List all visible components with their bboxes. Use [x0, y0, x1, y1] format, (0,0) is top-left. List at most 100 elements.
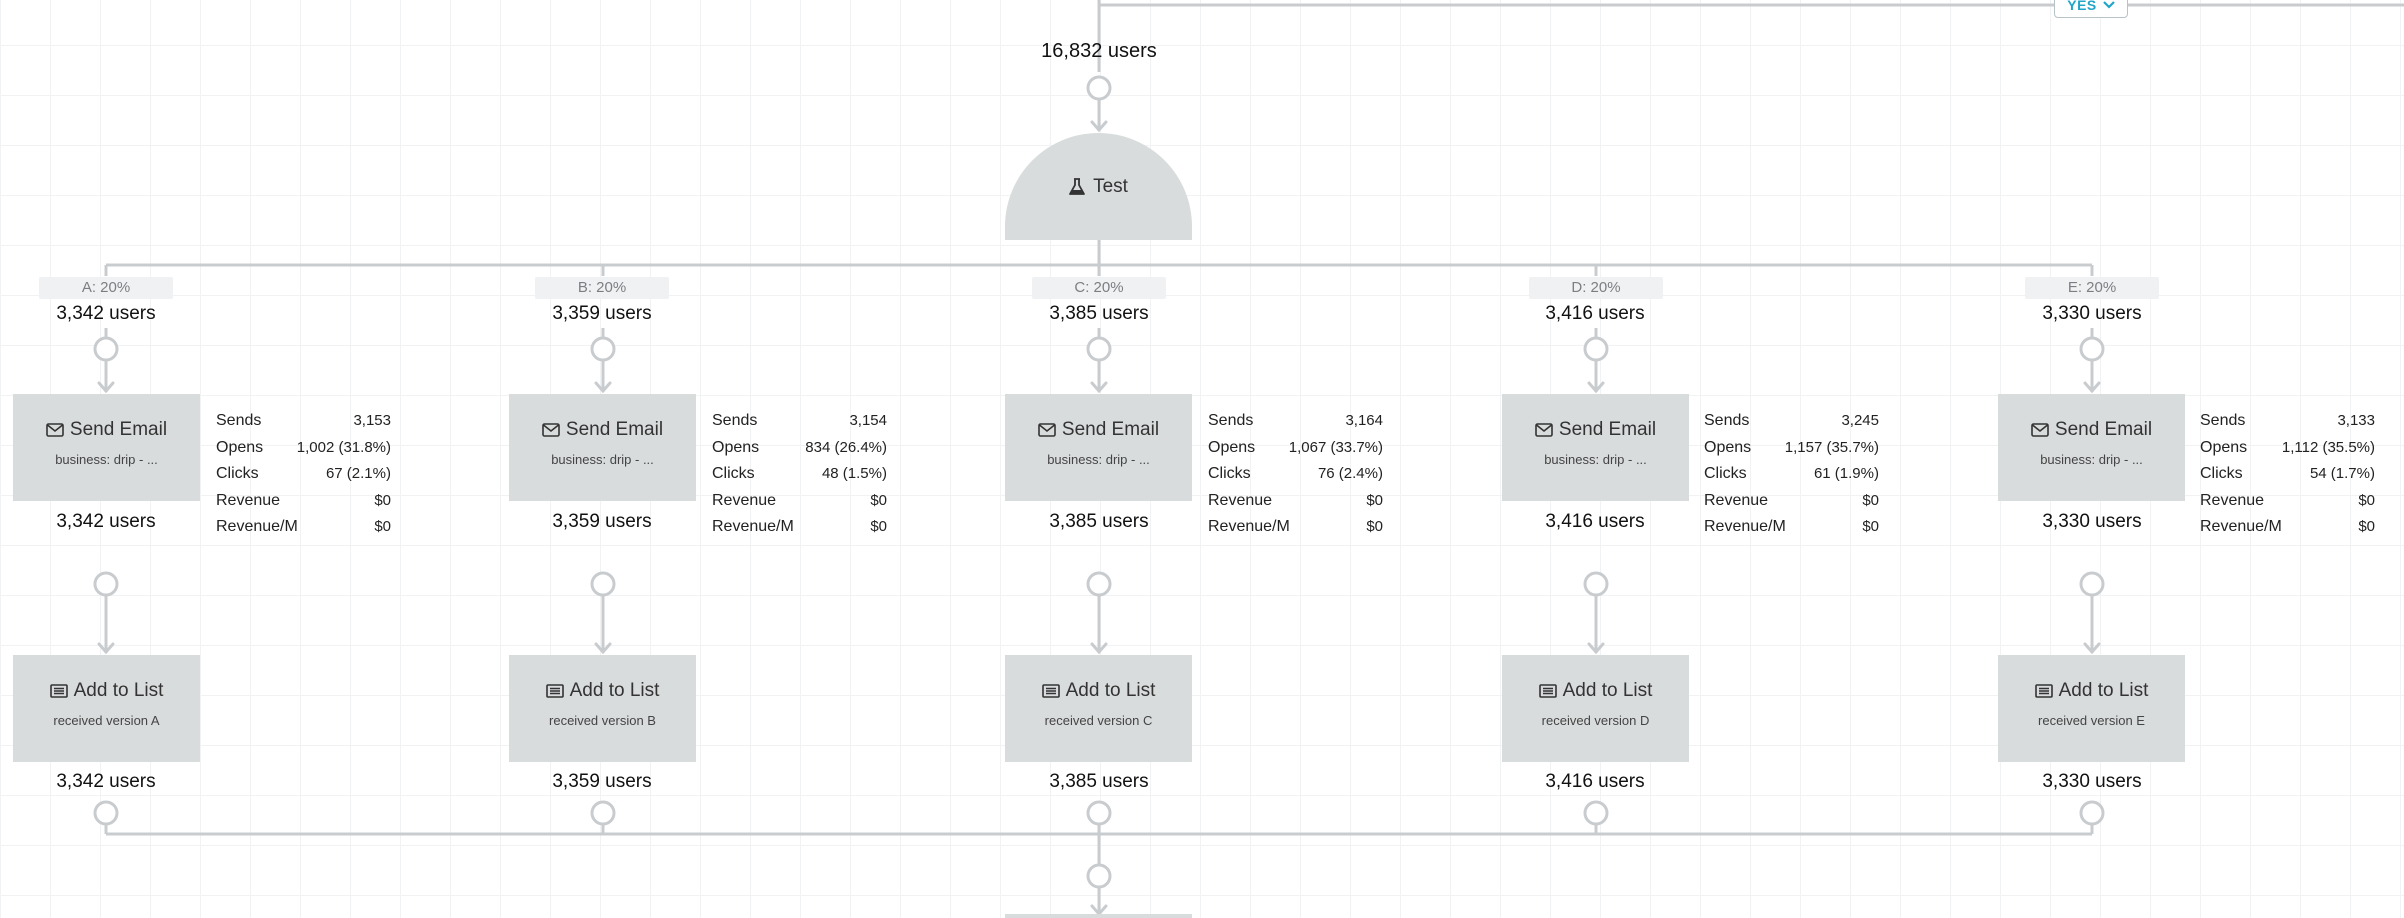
branch-tag[interactable]: D: 20% — [1529, 277, 1663, 299]
stat-value: 3,245 — [1841, 412, 1879, 429]
yes-label: YES — [2067, 0, 2097, 13]
email-out-port[interactable] — [1086, 571, 1112, 597]
branch-users-in: 3,359 users — [552, 303, 652, 324]
add-to-list-node[interactable]: Add to List received version E — [1998, 655, 2185, 762]
send-email-subtitle: business: drip - ... — [55, 452, 158, 467]
list-out-port[interactable] — [590, 800, 616, 826]
list-icon — [2034, 684, 2053, 698]
add-to-list-node[interactable]: Add to List received version A — [13, 655, 200, 762]
stat-label: Revenue/M — [1704, 518, 1786, 535]
stat-label: Sends — [712, 412, 758, 429]
send-email-node[interactable]: Send Email business: drip - ... — [1502, 394, 1689, 501]
send-email-subtitle: business: drip - ... — [2040, 452, 2143, 467]
stat-value: $0 — [870, 518, 887, 535]
email-out-port[interactable] — [2079, 571, 2105, 597]
send-email-subtitle: business: drip - ... — [551, 452, 654, 467]
next-node-partial[interactable] — [1005, 914, 1192, 918]
branch-tag[interactable]: C: 20% — [1032, 277, 1166, 299]
stat-value: $0 — [870, 491, 887, 509]
add-to-list-subtitle: received version C — [1044, 713, 1153, 728]
branch-tag[interactable]: B: 20% — [535, 277, 669, 299]
add-to-list-node[interactable]: Add to List received version D — [1502, 655, 1689, 762]
branch-users-after-list: 3,385 users — [1049, 771, 1149, 792]
stat-value: 48 (1.5%) — [821, 465, 887, 482]
email-out-port[interactable] — [590, 571, 616, 597]
add-to-list-node[interactable]: Add to List received version C — [1005, 655, 1192, 762]
branch-port[interactable] — [1583, 336, 1609, 362]
stat-label: Revenue — [712, 491, 777, 509]
stat-label: Opens — [1704, 438, 1752, 456]
send-email-node[interactable]: Send Email business: drip - ... — [1998, 394, 2185, 501]
list-icon — [49, 684, 68, 698]
stat-value: $0 — [1862, 518, 1879, 535]
stat-label: Revenue/M — [712, 518, 794, 535]
envelope-icon — [46, 423, 64, 437]
add-to-list-node[interactable]: Add to List received version B — [509, 655, 696, 762]
merge-port[interactable] — [1086, 863, 1112, 889]
stat-label: Revenue — [2200, 491, 2265, 509]
stat-value: 1,067 (33.7%) — [1288, 438, 1383, 456]
stat-value: 1,157 (35.7%) — [1784, 438, 1879, 456]
branch-port[interactable] — [93, 336, 119, 362]
list-icon — [545, 684, 564, 698]
stat-label: Sends — [216, 412, 262, 429]
chevron-down-icon — [2102, 1, 2115, 9]
email-out-port[interactable] — [93, 571, 119, 597]
send-email-label: Send Email — [2054, 419, 2153, 440]
add-to-list-label: Add to List — [569, 680, 660, 701]
email-out-port[interactable] — [1583, 571, 1609, 597]
stat-value: 3,133 — [2337, 412, 2375, 429]
stat-label: Clicks — [712, 465, 755, 482]
branch-users-after-email: 3,385 users — [1049, 511, 1149, 532]
stat-label: Sends — [2200, 412, 2246, 429]
add-to-list-subtitle: received version D — [1541, 713, 1650, 728]
branch-users-after-email: 3,330 users — [2042, 511, 2142, 532]
branch-users-in: 3,330 users — [2042, 303, 2142, 324]
list-out-port[interactable] — [2079, 800, 2105, 826]
stat-label: Sends — [1704, 412, 1750, 429]
stat-value: $0 — [1366, 491, 1383, 509]
envelope-icon — [1038, 423, 1056, 437]
list-out-port[interactable] — [1583, 800, 1609, 826]
branch-users-in: 3,385 users — [1049, 303, 1149, 324]
send-email-label: Send Email — [69, 419, 168, 440]
stat-label: Clicks — [1704, 465, 1747, 482]
stat-label: Opens — [216, 438, 264, 456]
branch-users-after-email: 3,416 users — [1545, 511, 1645, 532]
stat-label: Revenue — [1704, 491, 1769, 509]
send-email-subtitle: business: drip - ... — [1544, 452, 1647, 467]
send-email-node[interactable]: Send Email business: drip - ... — [509, 394, 696, 501]
entry-port[interactable] — [1086, 75, 1112, 101]
branch-port[interactable] — [590, 336, 616, 362]
stat-value: 1,002 (31.8%) — [296, 438, 391, 456]
stat-value: $0 — [1862, 491, 1879, 509]
branch-tag[interactable]: E: 20% — [2025, 277, 2159, 299]
stat-label: Sends — [1208, 412, 1254, 429]
send-email-node[interactable]: Send Email business: drip - ... — [1005, 394, 1192, 501]
add-to-list-subtitle: received version E — [2038, 713, 2145, 728]
branch-tag[interactable]: A: 20% — [39, 277, 173, 299]
branch-users-after-list: 3,330 users — [2042, 771, 2142, 792]
branch-users-after-list: 3,359 users — [552, 771, 652, 792]
branch-users-in: 3,416 users — [1545, 303, 1645, 324]
yes-branch-badge[interactable]: YES — [2054, 0, 2128, 18]
add-to-list-subtitle: received version B — [549, 713, 656, 728]
branch-port[interactable] — [2079, 336, 2105, 362]
stat-label: Clicks — [1208, 465, 1251, 482]
stat-label: Opens — [2200, 438, 2248, 456]
stat-value: 3,153 — [353, 412, 391, 429]
send-email-label: Send Email — [1061, 419, 1160, 440]
email-stats: Sends 3,133 Opens 1,112 (35.5%) Clicks 54 (… — [2200, 408, 2375, 541]
stat-label: Clicks — [2200, 465, 2243, 482]
send-email-node[interactable]: Send Email business: drip - ... — [13, 394, 200, 501]
list-out-port[interactable] — [1086, 800, 1112, 826]
flask-icon — [1069, 177, 1085, 196]
branch-port[interactable] — [1086, 336, 1112, 362]
stat-value: $0 — [374, 491, 391, 509]
test-node-label: Test — [1093, 175, 1128, 197]
list-out-port[interactable] — [93, 800, 119, 826]
stat-label: Opens — [1208, 438, 1256, 456]
stat-value: 3,154 — [849, 412, 887, 429]
branch-users-in: 3,342 users — [56, 303, 156, 324]
add-to-list-label: Add to List — [1065, 680, 1156, 701]
